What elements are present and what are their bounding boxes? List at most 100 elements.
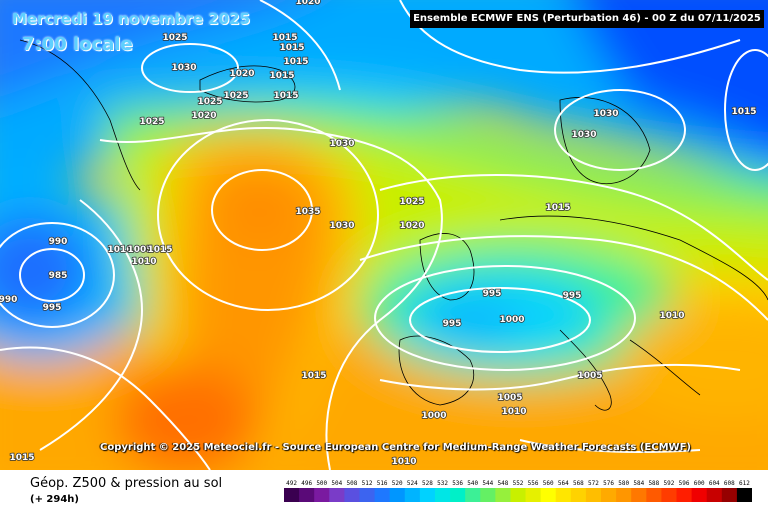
scale-swatch	[706, 488, 723, 502]
scale-label: 588	[648, 480, 659, 487]
scale-label: 548	[497, 480, 508, 487]
isobar-label: 1010	[659, 311, 684, 321]
scale-swatch	[646, 488, 662, 502]
scale-swatch	[601, 488, 617, 502]
isobar-lines	[0, 0, 768, 470]
isobar-label: 1020	[229, 69, 254, 79]
scale-label: 508	[347, 480, 358, 487]
scale-label: 596	[679, 480, 690, 487]
scale-label: 544	[482, 480, 493, 487]
scale-label: 552	[513, 480, 524, 487]
isobar-label: 1015	[301, 371, 326, 381]
scale-label: 540	[467, 480, 478, 487]
scale-swatch	[631, 488, 647, 502]
scale-label: 520	[392, 480, 403, 487]
scale-label: 496	[301, 480, 312, 487]
isobar-label: 990	[49, 237, 68, 247]
scale-swatch	[284, 488, 300, 502]
isobar-label: 1015	[269, 71, 294, 81]
scale-swatch	[359, 488, 376, 502]
scale-label: 516	[377, 480, 388, 487]
isobar-label: 1020	[399, 221, 424, 231]
scale-label: 512	[362, 480, 373, 487]
legend-subtitle: (+ 294h)	[30, 494, 79, 505]
geopotential-field: 1020 1025 1030 1015 1015 1015 1020 1015 1025 1015…	[0, 0, 768, 470]
isobar-label: 1015	[273, 91, 298, 101]
isobar-label: 990	[0, 295, 17, 305]
scale-label: 608	[724, 480, 735, 487]
scale-label: 500	[316, 480, 327, 487]
scale-swatch	[419, 488, 436, 502]
forecast-date: Mercredi 19 novembre 2025	[12, 10, 251, 28]
isobar-label: 995	[43, 303, 62, 313]
scale-swatch	[299, 488, 315, 502]
scale-swatch	[555, 488, 572, 502]
scale-label: 528	[422, 480, 433, 487]
scale-label: 556	[528, 480, 539, 487]
scale-label: 576	[603, 480, 614, 487]
isobar-label: 1025	[197, 97, 222, 107]
scale-swatch	[616, 488, 632, 502]
scale-swatch	[374, 488, 391, 502]
scale-swatch	[465, 488, 481, 502]
scale-label: 568	[573, 480, 584, 487]
scale-label: 536	[452, 480, 463, 487]
scale-swatch	[450, 488, 466, 502]
isobar-label: 1015	[731, 107, 756, 117]
scale-swatch	[510, 488, 527, 502]
scale-swatch	[525, 488, 542, 502]
scale-swatch	[389, 488, 406, 502]
isobar-label: 1015	[9, 453, 34, 463]
isobar-label: 1015	[147, 245, 172, 255]
isobar-label: 1015	[279, 43, 304, 53]
isobar-label: 1005	[127, 245, 152, 255]
scale-swatch	[344, 488, 360, 502]
scale-swatch	[480, 488, 496, 502]
isobar-label: 985	[49, 271, 68, 281]
isobar-label: 1030	[571, 130, 596, 140]
isobar-label: 1000	[421, 411, 446, 421]
scale-swatch	[585, 488, 602, 502]
isobar-label: 1010	[131, 257, 156, 267]
isobar-label: 1025	[162, 33, 187, 43]
scale-swatch	[314, 488, 330, 502]
isobar-label: 1035	[295, 207, 320, 217]
scale-label: 532	[437, 480, 448, 487]
scale-swatch	[434, 488, 451, 502]
scale-swatch	[404, 488, 421, 502]
scale-label: 504	[331, 480, 342, 487]
isobar-label: 1005	[497, 393, 522, 403]
isobar-label: 1020	[295, 0, 320, 7]
scale-label: 560	[543, 480, 554, 487]
scale-label: 572	[588, 480, 599, 487]
isobar-label: 995	[483, 289, 502, 299]
isobar-label: 1030	[329, 221, 354, 231]
forecast-time: 7:00 locale	[22, 34, 133, 55]
scale-label: 580	[618, 480, 629, 487]
legend-title: Géop. Z500 & pression au sol	[30, 476, 223, 491]
scale-label: 564	[558, 480, 569, 487]
scale-swatch	[329, 488, 345, 502]
isobar-label: 1030	[593, 109, 618, 119]
scale-swatch	[570, 488, 587, 502]
isobar-label: 1020	[191, 111, 216, 121]
isobar-label: 1010	[501, 407, 526, 417]
color-scale: 492 496 500 504 508 512 516 520 524 528 532 536 540 5…	[284, 480, 752, 502]
scale-label: 592	[664, 480, 675, 487]
isobar-labels: 1020 1025 1030 1015 1015 1015 1020 1015 1025 1015…	[0, 0, 757, 468]
isobar-label: 1010	[391, 457, 416, 467]
scale-swatch	[495, 488, 511, 502]
scale-label: 612	[739, 480, 750, 487]
scale-swatch	[676, 488, 693, 502]
isobar-label: 1000	[499, 315, 524, 325]
isobar-label: 1030	[171, 63, 196, 73]
scale-swatch	[661, 488, 678, 502]
isobar-label: 1025	[223, 91, 248, 101]
scale-label: 584	[633, 480, 644, 487]
scale-label: 524	[407, 480, 418, 487]
legend-bar: Géop. Z500 & pression au sol (+ 294h) 49…	[0, 470, 768, 512]
isobar-label: 1015	[283, 57, 308, 67]
scale-label: 600	[694, 480, 705, 487]
isobar-label: 1015	[545, 203, 570, 213]
